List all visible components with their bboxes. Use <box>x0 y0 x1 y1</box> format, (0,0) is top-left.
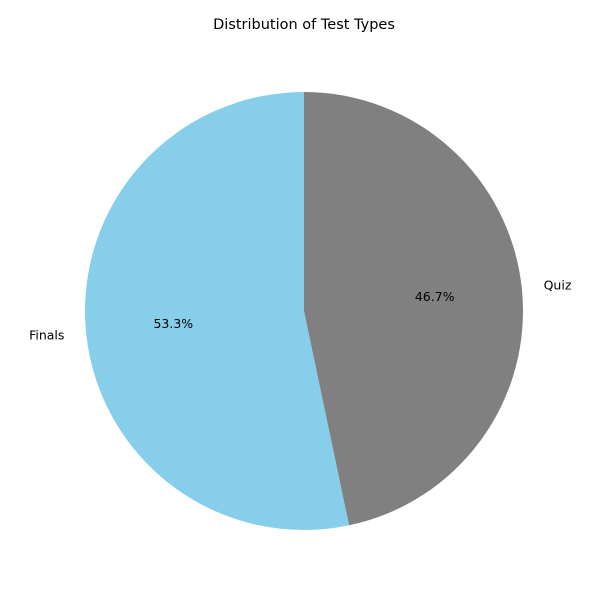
percent-label-finals: 53.3% <box>153 316 193 331</box>
pie-slice-quiz <box>304 92 523 526</box>
slice-label-finals: Finals <box>29 327 64 342</box>
chart-title: Distribution of Test Types <box>213 17 395 33</box>
slices-group <box>84 92 523 530</box>
percent-label-quiz: 46.7% <box>415 289 455 304</box>
labels-group: Finals 53.3% Quiz 46.7% <box>29 278 572 343</box>
pie-slice-finals <box>84 92 350 530</box>
slice-label-quiz: Quiz <box>544 278 572 293</box>
